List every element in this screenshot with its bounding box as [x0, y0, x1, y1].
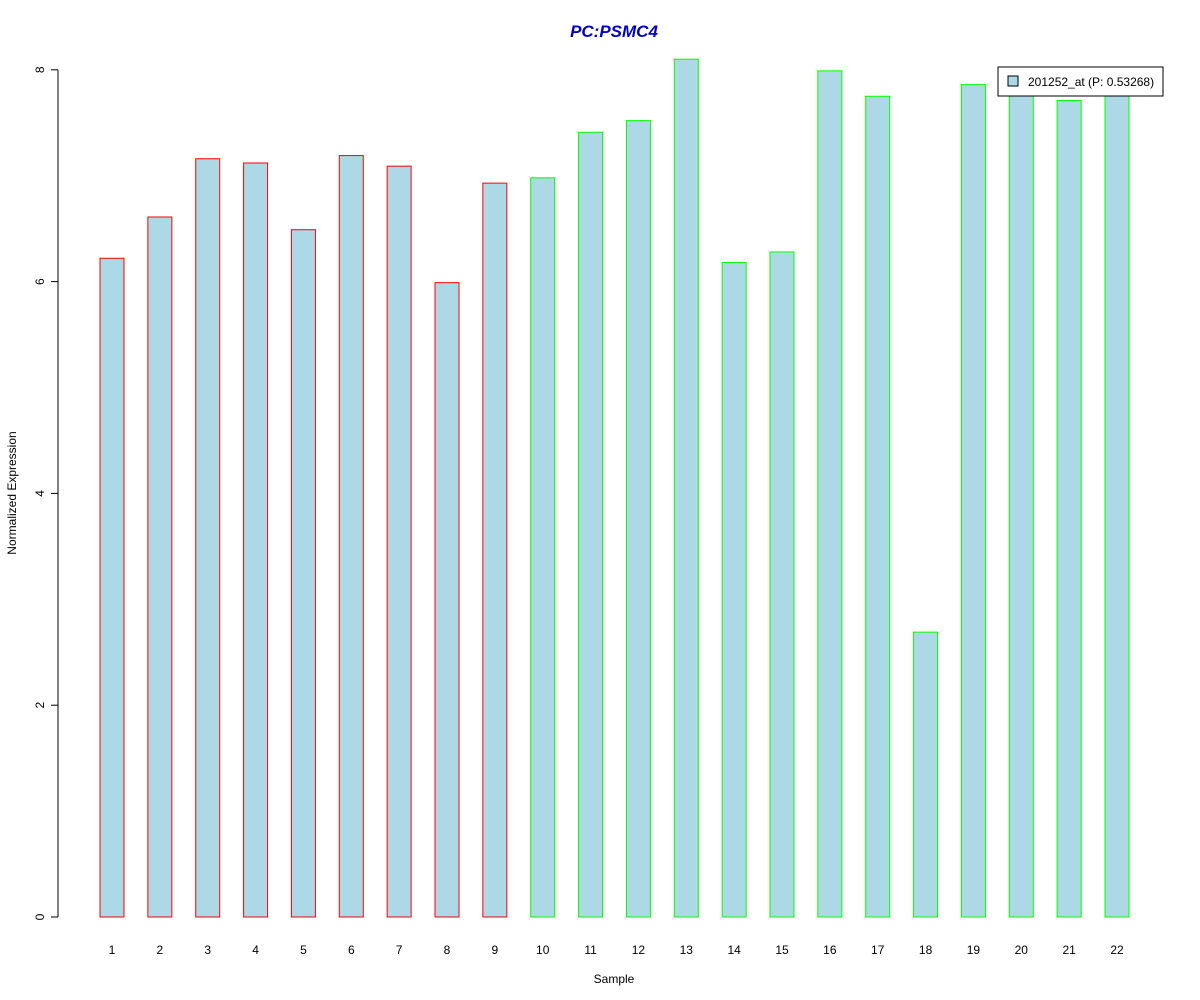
x-tick-label: 20	[1015, 943, 1029, 957]
legend-swatch	[1007, 75, 1019, 87]
x-tick-label: 2	[157, 943, 164, 957]
bar-sample-18	[913, 631, 939, 918]
bar-sample-11	[578, 131, 604, 918]
x-tick-label: 19	[967, 943, 981, 957]
x-tick-label: 12	[632, 943, 646, 957]
x-tick-label: 6	[348, 943, 355, 957]
legend-label: 201252_at (P: 0.53268)	[1028, 75, 1154, 89]
bar-sample-21	[1056, 100, 1082, 918]
x-tick-label: 1	[109, 943, 116, 957]
bar-sample-8	[434, 282, 460, 918]
bar-sample-9	[482, 182, 508, 918]
x-tick-label: 13	[680, 943, 694, 957]
x-tick-label: 22	[1110, 943, 1124, 957]
bar-sample-19	[960, 84, 986, 918]
bar-sample-4	[243, 162, 269, 918]
bar-sample-5	[290, 229, 316, 918]
y-tick-label: 6	[33, 278, 47, 285]
bar-sample-15	[769, 251, 795, 918]
x-tick-label: 16	[823, 943, 837, 957]
chart-title: PC:PSMC4	[570, 22, 658, 41]
x-tick-label: 11	[584, 943, 597, 957]
bar-sample-20	[1008, 80, 1034, 918]
x-tick-label: 17	[871, 943, 885, 957]
bar-sample-22	[1104, 74, 1130, 918]
x-tick-label: 7	[396, 943, 403, 957]
y-tick-label: 2	[33, 702, 47, 709]
x-tick-label: 9	[492, 943, 499, 957]
bar-sample-2	[147, 216, 173, 918]
x-tick-label: 15	[775, 943, 789, 957]
legend: 201252_at (P: 0.53268)	[997, 66, 1164, 97]
x-tick-label: 21	[1062, 943, 1076, 957]
y-tick-label: 0	[33, 913, 47, 920]
x-axis-label: Sample	[594, 972, 635, 986]
bar-sample-13	[673, 58, 699, 918]
x-tick-label: 18	[919, 943, 933, 957]
x-tick-label: 10	[536, 943, 550, 957]
bar-sample-7	[386, 165, 412, 918]
legend-box	[997, 66, 1164, 97]
x-tick-label: 5	[300, 943, 307, 957]
y-tick-label: 8	[33, 66, 47, 73]
x-axis-tick-labels: 1 2 3 4 5 6 7 8 9 10 11 12 13 14 15 16 17 18 19 20 21 22	[109, 943, 1124, 957]
bar-sample-6	[338, 155, 364, 918]
bar-sample-17	[865, 95, 891, 918]
x-tick-label: 4	[252, 943, 259, 957]
y-axis-label: Normalized Expression	[5, 431, 19, 554]
bar-sample-10	[530, 177, 556, 918]
bar-sample-16	[817, 70, 843, 918]
bars-group	[99, 58, 1130, 918]
y-axis: 0 2 4 6 8	[33, 66, 59, 920]
bar-sample-3	[195, 158, 221, 918]
y-tick-label: 4	[33, 490, 47, 497]
x-tick-label: 3	[204, 943, 211, 957]
bar-sample-1	[99, 257, 125, 918]
bar-sample-14	[721, 262, 747, 918]
x-tick-label: 8	[444, 943, 451, 957]
bar-sample-12	[625, 120, 651, 918]
x-tick-label: 14	[727, 943, 741, 957]
